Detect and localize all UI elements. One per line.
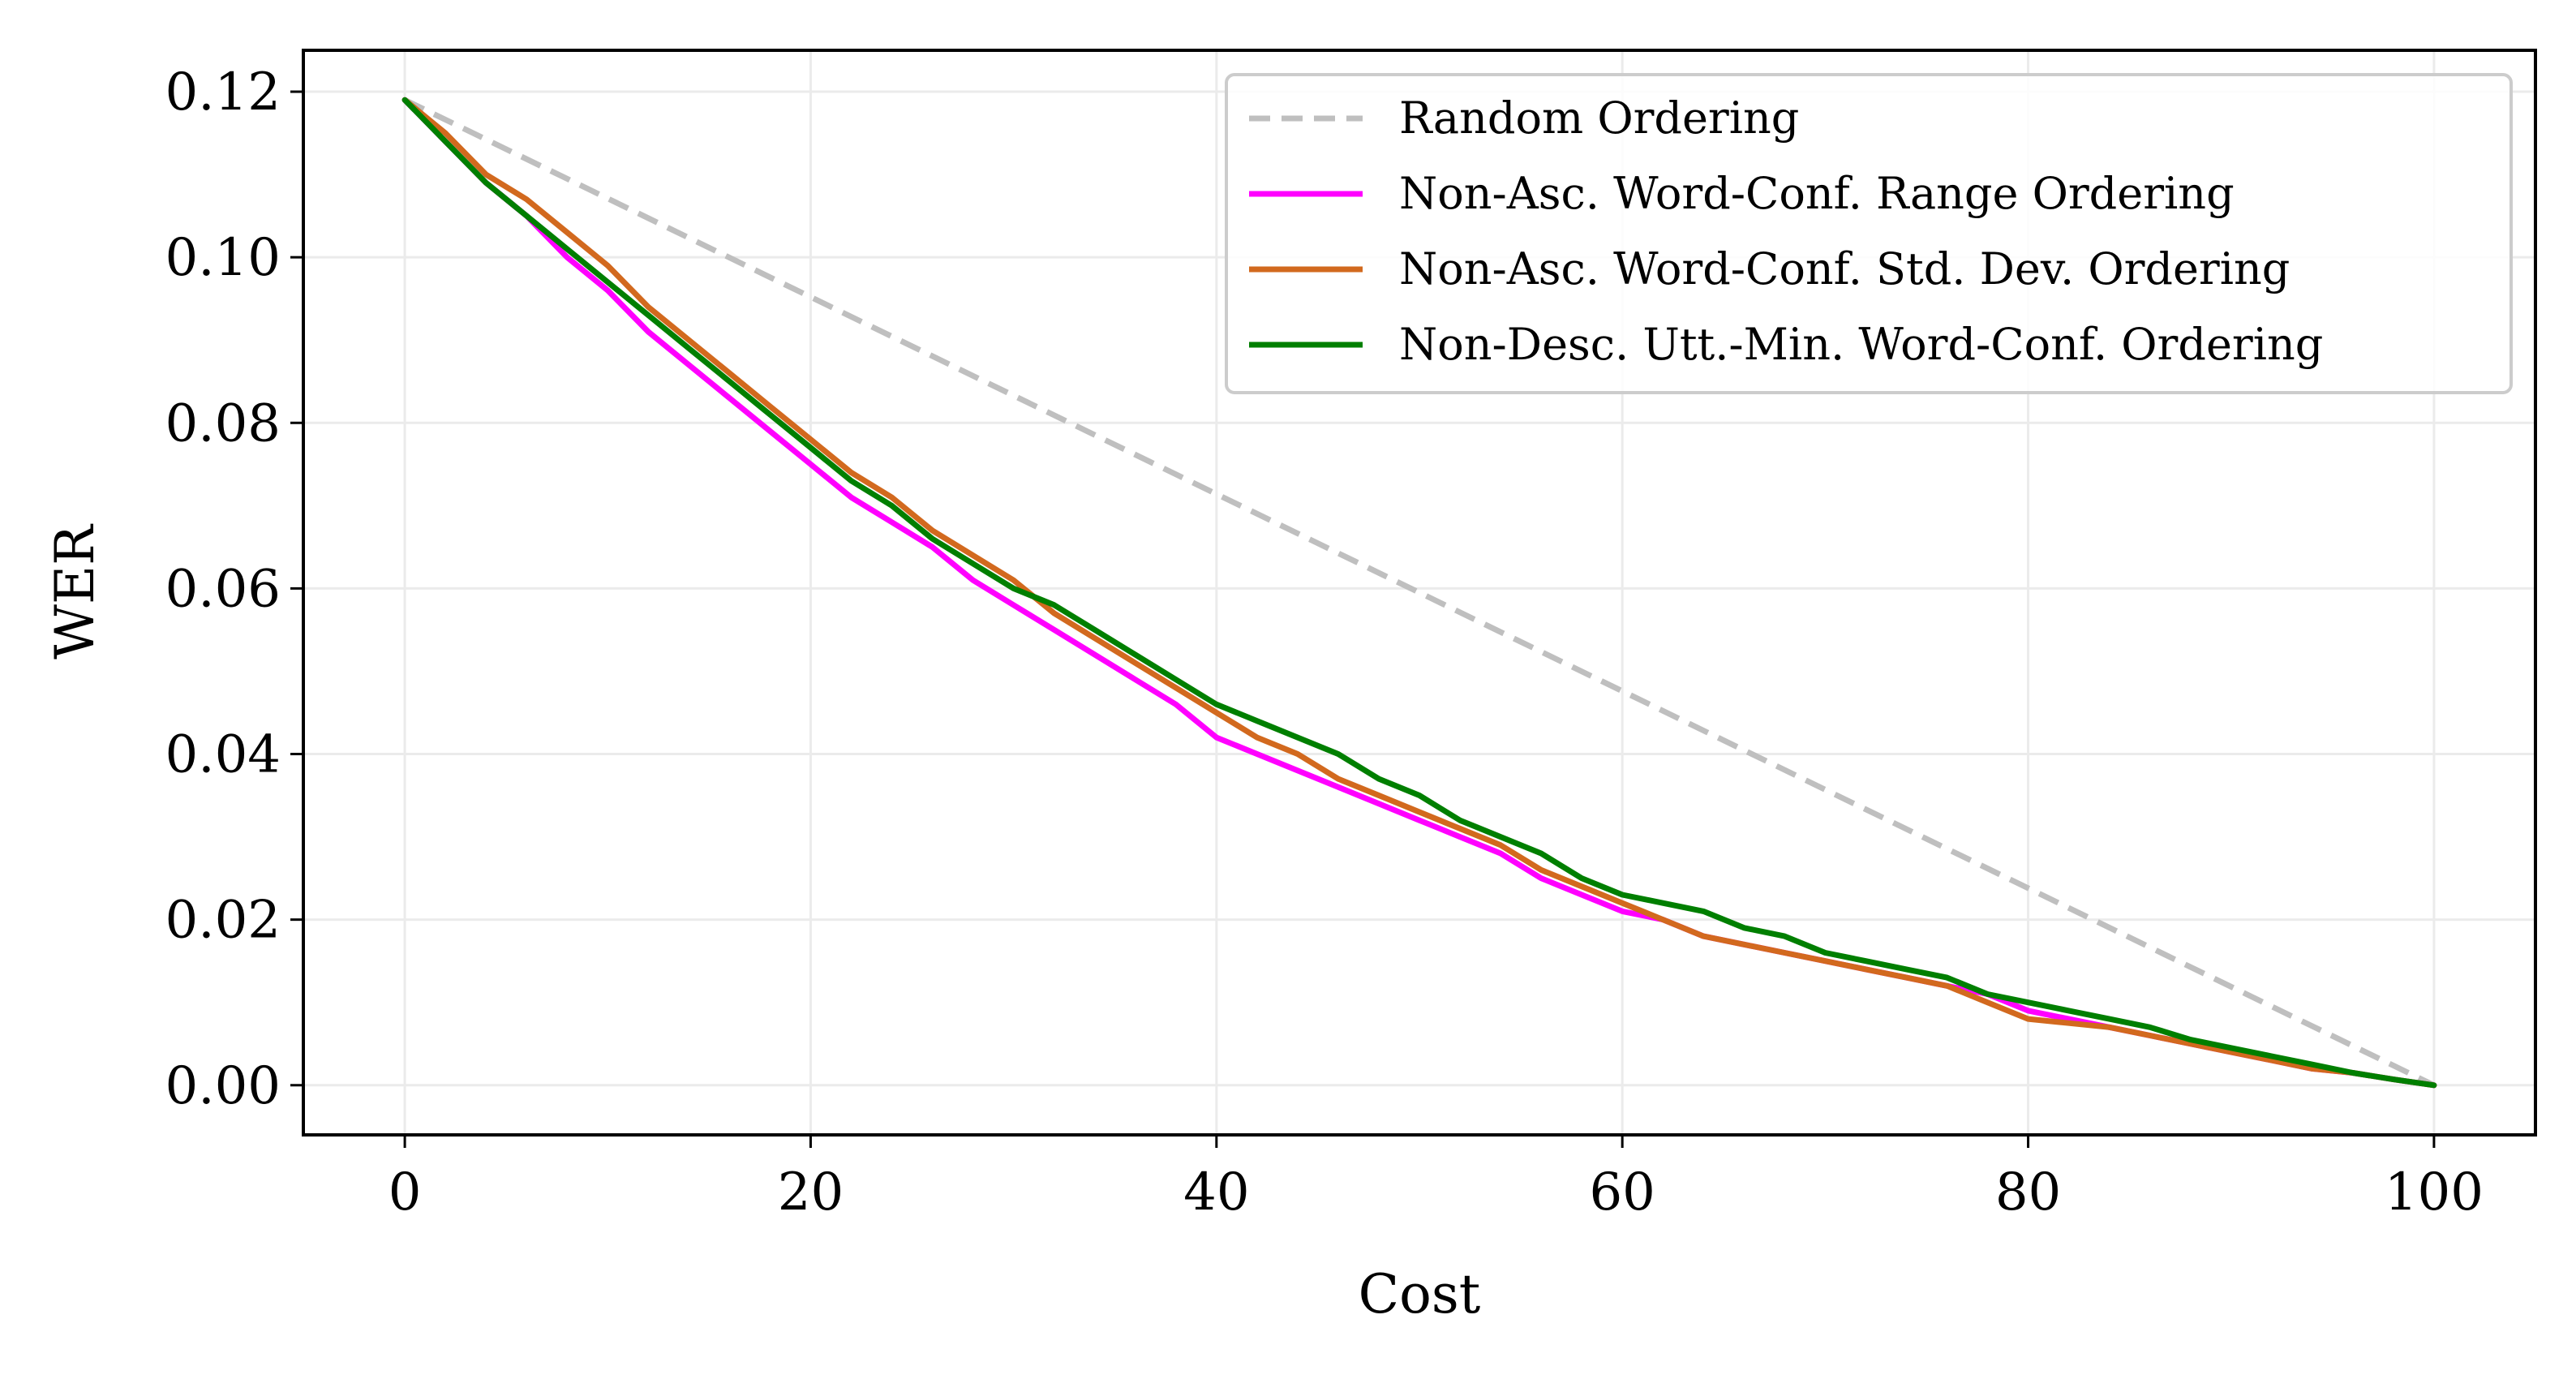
y-tick-label: 0.12	[165, 62, 281, 122]
y-tick-label: 0.02	[165, 891, 281, 951]
y-axis-label: WER	[44, 523, 106, 660]
legend: Random Ordering Non-Asc. Word-Conf. Range…	[1225, 73, 2513, 394]
x-tick-label: 100	[2385, 1162, 2484, 1222]
y-axis-ticks: 0.00 0.02 0.04 0.06 0.08 0.10 0.12	[165, 62, 303, 1116]
grid-lines	[303, 50, 2535, 1135]
x-axis-label: Cost	[1359, 1263, 1481, 1326]
legend-box	[1225, 73, 2513, 394]
legend-label-2: Non-Asc. Word-Conf. Std. Dev. Ordering	[1399, 243, 2290, 294]
series-line-2	[401, 97, 2437, 1089]
y-tick-label: 0.08	[165, 393, 281, 453]
series-line-0	[403, 97, 2436, 1088]
legend-label-1: Non-Asc. Word-Conf. Range Ordering	[1399, 168, 2235, 219]
series-line-3	[401, 97, 2437, 1089]
x-tick-label: 80	[1995, 1162, 2061, 1222]
legend-label-0: Random Ordering	[1399, 92, 1799, 144]
x-axis-ticks: 0 20 40 60 80 100	[389, 1135, 2484, 1222]
x-tick-label: 40	[1183, 1162, 1249, 1222]
plot-frame	[302, 49, 2537, 1137]
plot-series	[401, 97, 2437, 1089]
x-tick-label: 0	[389, 1162, 422, 1222]
x-tick-label: 20	[778, 1162, 844, 1222]
y-tick-label: 0.00	[165, 1056, 281, 1116]
y-tick-label: 0.06	[165, 559, 281, 619]
y-tick-label: 0.10	[165, 228, 281, 288]
y-tick-label: 0.04	[165, 725, 281, 785]
x-tick-label: 60	[1589, 1162, 1655, 1222]
legend-label-3: Non-Desc. Utt.-Min. Word-Conf. Ordering	[1399, 319, 2323, 370]
